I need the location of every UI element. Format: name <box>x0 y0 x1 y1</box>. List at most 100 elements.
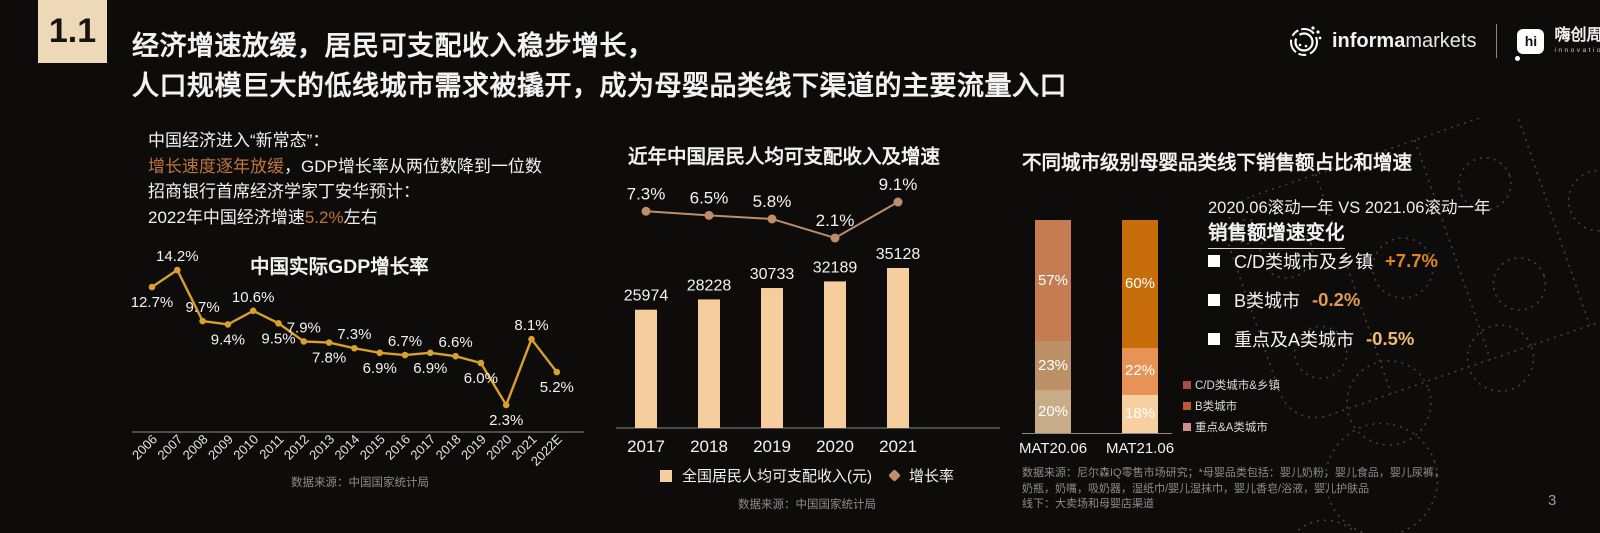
income-chart-title: 近年中国居民人均可支配收入及增速 <box>628 146 941 168</box>
svg-text:25974: 25974 <box>624 288 669 305</box>
intro-line3: 招商银行首席经济学家丁安华预计： <box>148 182 420 201</box>
svg-text:9.4%: 9.4% <box>211 331 245 348</box>
income-bar-line-chart: 25974 2017 28228 2018 30733 2019 32189 2020 3512… <box>616 175 1000 456</box>
income-legend-line-swatch <box>888 469 901 482</box>
hi-innovation-wordmark: 嗨创周 innovation <box>1554 26 1600 55</box>
stacked-segment: 22% <box>1122 347 1158 395</box>
svg-text:2018: 2018 <box>433 432 464 463</box>
slide-title-line2: 人口规模巨大的低线城市需求被撬开，成为母婴品类线下渠道的主要流量入口 <box>132 71 1067 101</box>
gdp-line-chart: 12.7% 2006 14.2% 2007 9.7% 2008 9.4% 2009 10.6% 2… <box>129 248 584 469</box>
stacked-segment-value: 23% <box>1037 356 1069 374</box>
logo-divider <box>1496 24 1498 58</box>
svg-text:2.3%: 2.3% <box>489 412 523 429</box>
citytier-source-note: 数据来源：尼尔森IQ零售市场研究；*母婴品类包括：婴儿奶粉，婴儿食品，婴儿尿裤，… <box>1022 466 1454 513</box>
gdp-chart-source: 数据来源：中国国家统计局 <box>291 477 429 489</box>
svg-text:2015: 2015 <box>357 432 388 463</box>
svg-text:7.3%: 7.3% <box>627 184 666 203</box>
svg-text:2019: 2019 <box>458 432 489 463</box>
svg-text:12.7%: 12.7% <box>131 294 174 311</box>
svg-text:7.8%: 7.8% <box>312 350 346 367</box>
svg-text:14.2%: 14.2% <box>156 248 199 265</box>
hi-brand-name: 嗨创周 <box>1554 26 1600 44</box>
intro-line2: 增长速度逐年放缓，GDP增长率从两位数降到一位数 <box>148 154 588 180</box>
svg-text:2017: 2017 <box>407 432 438 463</box>
svg-text:2020: 2020 <box>816 437 854 456</box>
stacked-segment: 23% <box>1035 341 1071 391</box>
bullet-cd-cities: C/D类城市及乡镇 +7.7% <box>1208 248 1438 274</box>
svg-text:2.1%: 2.1% <box>816 211 855 230</box>
svg-text:28228: 28228 <box>687 277 732 294</box>
svg-text:2016: 2016 <box>382 432 413 463</box>
svg-text:2007: 2007 <box>154 432 185 463</box>
slide-title-line1: 经济增速放缓，居民可支配收入稳步增长， <box>132 31 655 61</box>
stacked-segment: 57% <box>1035 220 1071 342</box>
compare-subtitle: 销售额增速变化 <box>1208 216 1345 249</box>
stacked-segment: 18% <box>1122 394 1158 433</box>
svg-text:2006: 2006 <box>129 432 160 463</box>
svg-text:2010: 2010 <box>230 432 261 463</box>
legend-swatch <box>1183 423 1191 431</box>
source-note-line2: 线下：大卖场和母婴店渠道 <box>1022 498 1154 510</box>
bullet-b-cities: B类城市 -0.2% <box>1208 287 1438 313</box>
stacked-segment-value: 18% <box>1124 404 1156 422</box>
stacked-axis-line <box>1022 433 1172 434</box>
stacked-bar-category: MAT20.06 <box>1018 440 1088 457</box>
svg-text:10.6%: 10.6% <box>232 289 275 306</box>
compare-period-line: 2020.06滚动一年 VS 2021.06滚动一年 <box>1208 199 1491 217</box>
svg-text:2009: 2009 <box>205 432 236 463</box>
intro-line1: 中国经济进入“新常态”： <box>148 131 330 150</box>
svg-text:2020: 2020 <box>483 432 514 463</box>
stacked-segment-value: 22% <box>1124 362 1156 380</box>
legend-swatch <box>1183 402 1191 410</box>
economy-intro-text: 中国经济进入“新常态”： 增长速度逐年放缓，GDP增长率从两位数降到一位数 招商… <box>148 128 588 230</box>
slide-title: 经济增速放缓，居民可支配收入稳步增长， 人口规模巨大的低线城市需求被撬开，成为母… <box>132 26 1282 106</box>
informa-markets-wordmark: informamarkets <box>1332 30 1476 53</box>
svg-text:7.9%: 7.9% <box>287 319 321 336</box>
stacked-segment: 60% <box>1122 220 1158 348</box>
markets-light: markets <box>1405 29 1477 52</box>
svg-text:6.7%: 6.7% <box>388 333 422 350</box>
svg-text:9.5%: 9.5% <box>261 330 295 347</box>
citytier-legend: C/D类城市&乡镇 B类城市 重点&A类城市 <box>1183 377 1280 435</box>
legend-item-cd: C/D类城市&乡镇 <box>1183 377 1280 393</box>
intro-line4-pre: 2022年中国经济增速 <box>148 207 305 227</box>
svg-text:2019: 2019 <box>753 437 791 456</box>
svg-text:2008: 2008 <box>180 432 211 463</box>
svg-text:2018: 2018 <box>690 437 728 456</box>
section-number-badge: 1.1 <box>38 0 107 63</box>
bullet-value: +7.7% <box>1385 250 1438 271</box>
bullet-label: 重点及A类城市 <box>1234 330 1355 350</box>
citytier-chart-title: 不同城市级别母婴品类线下销售额占比和增速 <box>1022 152 1413 174</box>
svg-text:30733: 30733 <box>750 266 795 283</box>
informa-bold: informa <box>1332 29 1406 52</box>
hi-brand-sub: innovation <box>1554 46 1600 54</box>
intro-line2-accent: 增长速度逐年放缓 <box>148 156 284 176</box>
bullet-square-icon <box>1208 333 1220 345</box>
stacked-bar-category: MAT21.06 <box>1105 440 1175 457</box>
svg-text:9.7%: 9.7% <box>185 299 219 316</box>
income-chart-legend: 全国居民人均可支配收入(元) 增长率 <box>612 465 1002 486</box>
gdp-chart-title: 中国实际GDP增长率 <box>250 256 429 278</box>
stacked-segment: 20% <box>1035 390 1071 433</box>
legend-item-b: B类城市 <box>1183 398 1280 414</box>
citytier-stacked-bar-chart: 20% 23% 57% MAT20.06 18% 22% 60% MAT21.06 <box>1019 218 1182 468</box>
intro-line4-accent: 5.2% <box>304 207 344 227</box>
bullet-value: -0.2% <box>1312 289 1361 310</box>
legend-label: B类城市 <box>1195 401 1238 413</box>
svg-text:2021: 2021 <box>879 437 917 456</box>
svg-text:2014: 2014 <box>331 432 362 463</box>
svg-text:2017: 2017 <box>627 437 665 456</box>
svg-text:2013: 2013 <box>306 432 337 463</box>
bullet-label: C/D类城市及乡镇 <box>1234 252 1373 272</box>
svg-text:5.2%: 5.2% <box>540 379 574 396</box>
svg-text:9.1%: 9.1% <box>879 175 918 194</box>
legend-label: 重点&A类城市 <box>1195 422 1268 434</box>
intro-line4-post: 左右 <box>343 207 378 227</box>
bullet-square-icon <box>1208 294 1220 306</box>
income-chart-source: 数据来源：中国国家统计局 <box>738 499 876 511</box>
source-note-line1: 数据来源：尼尔森IQ零售市场研究；*母婴品类包括：婴儿奶粉，婴儿食品，婴儿尿裤，… <box>1022 467 1445 495</box>
stacked-segment-value: 20% <box>1037 402 1069 420</box>
svg-text:6.6%: 6.6% <box>438 334 472 351</box>
bullet-label: B类城市 <box>1234 291 1301 311</box>
